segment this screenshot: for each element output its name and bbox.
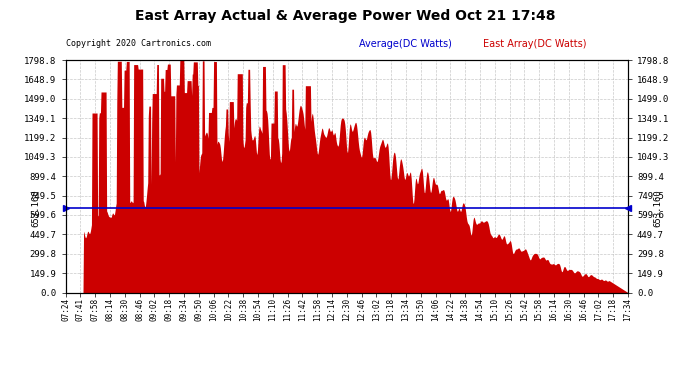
Text: 653.160: 653.160: [32, 189, 41, 227]
Text: East Array Actual & Average Power Wed Oct 21 17:48: East Array Actual & Average Power Wed Oc…: [135, 9, 555, 23]
Text: Average(DC Watts): Average(DC Watts): [359, 39, 452, 50]
Text: East Array(DC Watts): East Array(DC Watts): [483, 39, 586, 50]
Text: Copyright 2020 Cartronics.com: Copyright 2020 Cartronics.com: [66, 39, 210, 48]
Text: 653.160: 653.160: [653, 189, 662, 227]
